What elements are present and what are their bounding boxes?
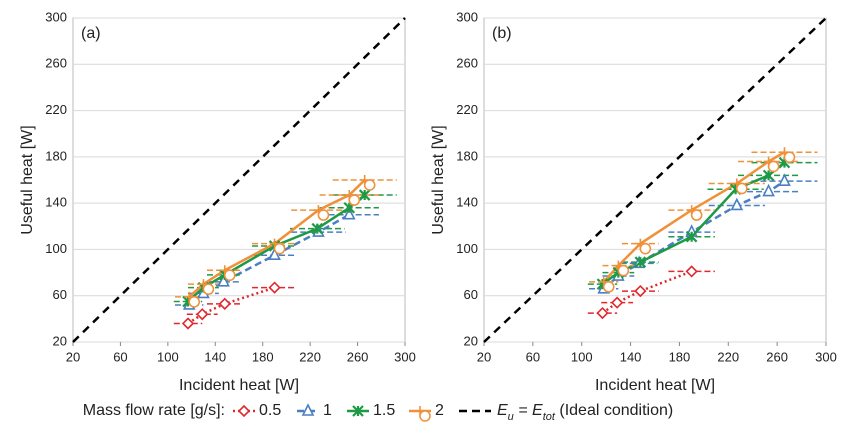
legend: Mass flow rate [g/s]: 0.5 1 1.5 2 Eu = Etot … [83, 402, 674, 423]
marker [635, 238, 652, 255]
marker [198, 279, 215, 295]
x-tick-label: 180 [252, 349, 274, 364]
legend-label-part: = E [514, 402, 543, 419]
y-tick-label: 260 [45, 56, 67, 71]
marker [685, 230, 698, 243]
marker [763, 156, 780, 173]
marker [184, 291, 200, 308]
marker [218, 297, 231, 310]
y-tick-label: 260 [456, 56, 478, 71]
marker [217, 274, 230, 287]
y-tick-label: 220 [456, 102, 478, 117]
marker [598, 276, 615, 293]
y-tick-label: 100 [45, 241, 67, 256]
marker [358, 189, 371, 201]
marker [313, 205, 330, 221]
series-line [601, 270, 693, 315]
x-tick-label: 140 [620, 349, 642, 364]
marker [342, 206, 356, 220]
legend-label: Eu = Etot (Ideal condition) [497, 402, 673, 423]
legend-title: Mass flow rate [g/s]: [83, 402, 225, 419]
marker [352, 405, 364, 417]
marker [196, 308, 209, 321]
y-tick-label: 100 [456, 241, 478, 256]
legend-label-part: (Ideal condition) [555, 402, 673, 419]
y-tick-label: 220 [45, 102, 67, 117]
marker [415, 406, 431, 422]
y-tick-label: 300 [45, 9, 67, 24]
x-axis-label: Incident heat [W] [595, 377, 715, 394]
x-tick-label: 220 [717, 349, 739, 364]
marker [686, 205, 703, 221]
marker [237, 404, 251, 418]
x-axis-label: Incident heat [W] [179, 377, 299, 394]
marker [344, 190, 361, 206]
panel: 20 60 100 140 180 220 260 300 20 60 100 140 180 220 26… [430, 9, 837, 394]
legend-label-part: u [508, 411, 514, 423]
legend-label: 1 [323, 402, 332, 419]
marker [301, 403, 315, 416]
panel-label: (a) [81, 25, 101, 42]
marker [730, 197, 744, 211]
ideal-line [483, 17, 827, 343]
x-tick-label: 100 [157, 349, 179, 364]
y-tick-label: 60 [53, 287, 67, 302]
y-axis-label: Useful heat [W] [430, 125, 447, 234]
ideal-line [72, 17, 406, 343]
marker [611, 296, 624, 309]
x-tick-label: 300 [394, 349, 416, 364]
y-tick-label: 180 [456, 148, 478, 163]
y-tick-label: 300 [456, 9, 478, 24]
x-tick-label: 60 [526, 349, 540, 364]
x-tick-label: 180 [669, 349, 691, 364]
legend-label-part: E [497, 402, 508, 419]
x-tick-label: 100 [571, 349, 593, 364]
marker [634, 284, 647, 298]
x-tick-label: 260 [347, 349, 369, 364]
y-tick-label: 60 [464, 287, 478, 302]
y-tick-label: 140 [456, 195, 478, 210]
marker [359, 175, 376, 191]
y-tick-label: 180 [45, 148, 67, 163]
x-tick-label: 60 [113, 349, 127, 364]
marker [613, 260, 630, 277]
marker [596, 306, 609, 320]
x-tick-label: 220 [299, 349, 321, 364]
marker [268, 281, 281, 294]
legend-label-part: tot [543, 411, 556, 423]
marker [219, 265, 236, 281]
marker [762, 183, 775, 197]
x-tick-label: 140 [204, 349, 226, 364]
x-tick-label: 300 [815, 349, 837, 364]
marker [731, 178, 748, 195]
x-tick-label: 20 [477, 349, 491, 364]
legend-label: 1.5 [373, 402, 395, 419]
marker [268, 247, 281, 261]
x-tick-label: 260 [766, 349, 788, 364]
legend-label: 2 [435, 402, 444, 419]
marker [778, 173, 791, 186]
marker [634, 256, 647, 268]
legend-label: 0.5 [259, 402, 281, 419]
panel-label: (b) [492, 25, 512, 42]
marker [269, 238, 286, 255]
x-tick-label: 20 [66, 349, 80, 364]
marker [685, 265, 698, 278]
y-axis-label: Useful heat [W] [19, 125, 36, 234]
marker [311, 222, 324, 235]
y-tick-label: 20 [53, 333, 67, 348]
marker [779, 147, 796, 163]
y-tick-label: 140 [45, 195, 67, 210]
marker [181, 317, 195, 330]
y-tick-label: 20 [464, 333, 478, 348]
